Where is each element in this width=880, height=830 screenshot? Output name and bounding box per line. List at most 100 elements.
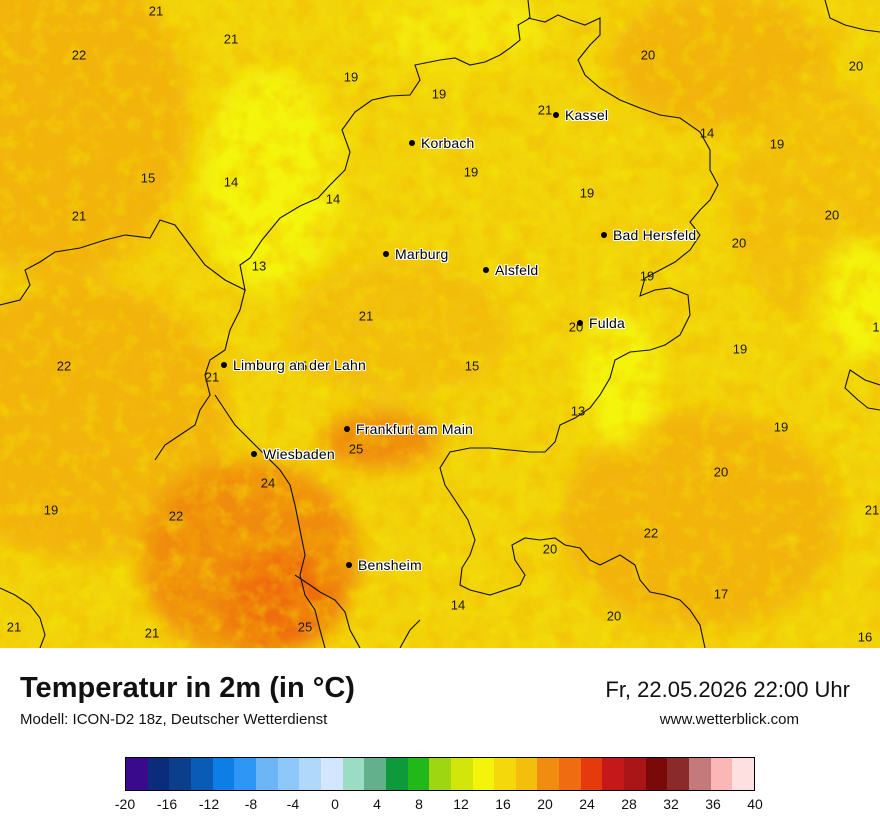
legend-tick-label: 4 <box>373 796 381 812</box>
legend-tick-label: 16 <box>495 796 511 812</box>
legend-swatch <box>624 758 646 790</box>
city-dot-icon <box>221 362 227 368</box>
city-dot-icon <box>483 267 489 273</box>
city-marker: Frankfurt am Main <box>344 421 473 437</box>
legend-tick-label: -8 <box>244 796 258 812</box>
temperature-value: 14 <box>325 191 341 207</box>
temperature-value: 14 <box>223 174 239 190</box>
legend-swatch <box>667 758 690 790</box>
city-name: Kassel <box>565 107 609 123</box>
chart-title: Temperatur in 2m (in °C) <box>20 672 355 704</box>
city-marker: Bensheim <box>346 557 422 573</box>
city-marker: Wiesbaden <box>251 446 335 462</box>
temperature-value: 21 <box>223 31 239 47</box>
temperature-value: 22 <box>71 47 87 63</box>
temperature-value: 25 <box>348 441 364 457</box>
legend-swatch <box>234 758 256 790</box>
legend-swatch <box>559 758 581 790</box>
legend-swatch <box>645 758 668 790</box>
temperature-value: 21 <box>537 102 553 118</box>
legend-swatch <box>429 758 451 790</box>
temperature-value: 20 <box>848 58 864 74</box>
city-name: Korbach <box>421 135 475 151</box>
city-marker: Fulda <box>577 315 625 331</box>
legend-swatch <box>515 758 538 790</box>
temperature-value: 14 <box>699 125 715 141</box>
city-name: Frankfurt am Main <box>356 421 473 437</box>
legend-tick-label: 28 <box>621 796 637 812</box>
temperature-value: 19 <box>579 185 595 201</box>
legend-swatch <box>472 758 495 790</box>
temperature-value: 20 <box>731 235 747 251</box>
legend-tick-label: -4 <box>286 796 300 812</box>
city-dot-icon <box>251 451 257 457</box>
temperature-value: 20 <box>824 207 840 223</box>
city-name: Marburg <box>395 246 449 262</box>
legend-swatch <box>255 758 278 790</box>
city-name: Bad Hersfeld <box>613 227 697 243</box>
city-marker: Korbach <box>409 135 475 151</box>
temperature-value: 20 <box>713 464 729 480</box>
city-dot-icon <box>346 562 352 568</box>
legend-swatch <box>494 758 516 790</box>
city-dot-icon <box>409 140 415 146</box>
legend-swatch <box>537 758 560 790</box>
legend-swatch <box>450 758 473 790</box>
temperature-value: 21 <box>358 308 374 324</box>
temperature-value: 21 <box>864 502 880 518</box>
city-name: Wiesbaden <box>263 446 335 462</box>
city-dot-icon <box>344 426 350 432</box>
website-label: www.wetterblick.com <box>659 711 799 728</box>
temperature-value: 20 <box>640 47 656 63</box>
legend-swatch <box>169 758 191 790</box>
temperature-value: 19 <box>43 502 59 518</box>
legend-tick-label: 32 <box>663 796 679 812</box>
city-name: Limburg an der Lahn <box>233 357 366 373</box>
legend-tick-label: 40 <box>747 796 763 812</box>
temperature-value: 21 <box>148 3 164 19</box>
temperature-value: 20 <box>542 541 558 557</box>
temperature-field <box>0 0 880 648</box>
legend-tick-label: -20 <box>114 796 136 812</box>
legend-tick-label: 8 <box>415 796 423 812</box>
legend-swatch <box>580 758 603 790</box>
legend-swatch <box>277 758 300 790</box>
city-dot-icon <box>383 251 389 257</box>
city-marker: Kassel <box>553 107 608 123</box>
temperature-value: 13 <box>570 403 586 419</box>
legend-tick-label: -16 <box>156 796 178 812</box>
city-name: Bensheim <box>358 557 422 573</box>
city-marker: Alsfeld <box>483 262 538 278</box>
legend-swatch <box>364 758 386 790</box>
legend-swatch <box>385 758 408 790</box>
temperature-value: 20 <box>606 608 622 624</box>
temperature-value: 1 <box>872 319 880 335</box>
temperature-value: 22 <box>643 525 659 541</box>
legend-swatch <box>212 758 235 790</box>
city-dot-icon <box>577 320 583 326</box>
model-subtitle: Modell: ICON-D2 18z, Deutscher Wetterdie… <box>20 711 328 728</box>
legend-swatch <box>407 758 430 790</box>
legend-swatch <box>190 758 213 790</box>
temperature-value: 22 <box>168 508 184 524</box>
city-marker: Bad Hersfeld <box>601 227 696 243</box>
temperature-value: 16 <box>857 629 873 645</box>
temperature-value: 21 <box>144 625 160 641</box>
temperature-value: 15 <box>292 358 308 374</box>
state-border <box>0 0 880 648</box>
temperature-value: 19 <box>732 341 748 357</box>
legend-tick-label: 12 <box>453 796 469 812</box>
legend-tick-label: 24 <box>579 796 595 812</box>
legend-swatch <box>732 758 755 790</box>
legend-tick-label: 20 <box>537 796 553 812</box>
temperature-value: 19 <box>639 268 655 284</box>
color-legend <box>125 757 755 791</box>
legend-swatch <box>710 758 733 790</box>
legend-swatch <box>147 758 170 790</box>
temperature-value: 25 <box>297 619 313 635</box>
city-name: Alsfeld <box>495 262 539 278</box>
temperature-value: 15 <box>464 358 480 374</box>
temperature-value: 19 <box>431 86 447 102</box>
temperature-value: 15 <box>140 170 156 186</box>
legend-tick-label: -12 <box>198 796 220 812</box>
